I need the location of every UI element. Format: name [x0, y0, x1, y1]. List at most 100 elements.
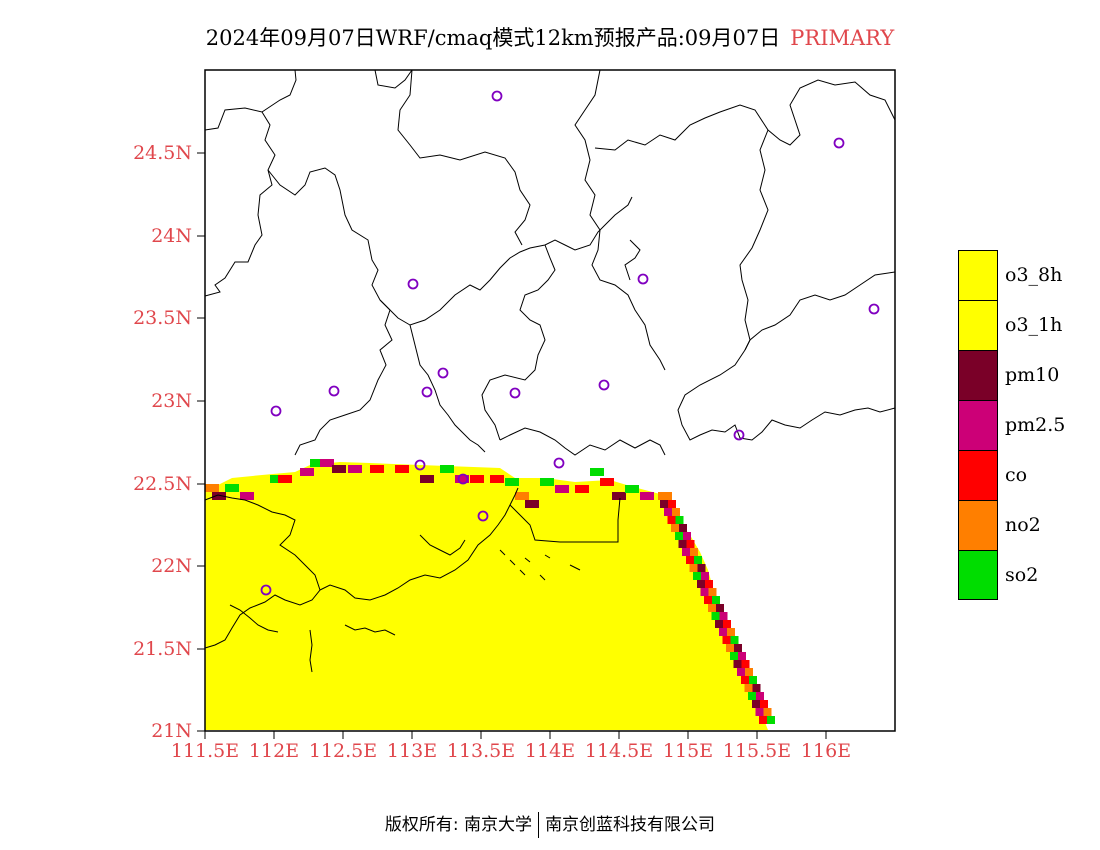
- pollutant-cell: [759, 716, 767, 724]
- pollutant-cell: [675, 516, 684, 524]
- pollutant-cell: [752, 700, 760, 708]
- pollutant-cell: [712, 596, 720, 604]
- lat-label: 23N: [151, 390, 192, 412]
- footer-divider: [538, 812, 540, 838]
- pollutant-cell: [205, 484, 219, 492]
- station-marker: [421, 386, 433, 398]
- legend-swatch-no2: no2: [958, 500, 1041, 550]
- pollutant-cell: [730, 636, 739, 644]
- pollutant-cell: [763, 708, 772, 716]
- pollutant-cell: [755, 708, 764, 716]
- legend-label: pm10: [1005, 364, 1060, 386]
- pollutant-cell: [600, 478, 614, 486]
- pollutant-cell: [660, 500, 668, 508]
- station-marker: [833, 137, 845, 149]
- lon-label: 115E: [662, 740, 714, 762]
- lat-label: 24N: [151, 225, 192, 247]
- pollutant-cell: [730, 652, 738, 660]
- pollutant-cell: [737, 668, 745, 676]
- legend-swatch-pm2-5: pm2.5: [958, 400, 1065, 450]
- pollutant-cell: [668, 500, 676, 508]
- pollutant-cell: [525, 500, 539, 508]
- legend-label: o3_1h: [1005, 314, 1063, 336]
- o3-region: [205, 462, 768, 730]
- copyright-right: 南京创蓝科技有限公司: [545, 815, 716, 835]
- legend-swatch-o3-1h: o3_1h: [958, 300, 1062, 350]
- lon-label: 116E: [800, 740, 852, 762]
- pollutant-cell: [741, 660, 750, 668]
- pollutant-cell: [348, 465, 362, 473]
- pollutant-cell: [240, 492, 254, 500]
- pollutant-cell: [590, 468, 604, 476]
- pollutant-cell: [748, 692, 756, 700]
- pollutant-cell: [686, 556, 694, 564]
- legend-swatch-co: co: [958, 450, 1027, 500]
- pollutant-cell: [694, 556, 702, 564]
- station-marker: [637, 273, 649, 285]
- pollutant-cell: [723, 620, 731, 628]
- pollutant-cell: [733, 660, 742, 668]
- legend-swatch-o3-8h: o3_8h: [958, 250, 1062, 300]
- lon-label: 115.5E: [722, 740, 792, 762]
- station-marker: [270, 405, 282, 417]
- boundaries: [204, 69, 896, 673]
- lat-label: 21.5N: [133, 638, 192, 660]
- legend-swatch-so2: so2: [958, 550, 1038, 600]
- lon-label: 112E: [248, 740, 300, 762]
- pollutant-cell: [711, 612, 720, 620]
- pollutant-cell: [727, 628, 735, 636]
- title-tag: PRIMARY: [790, 26, 895, 50]
- pollutant-cell: [225, 484, 239, 492]
- pollutant-cell: [705, 580, 713, 588]
- axis-ticks: [197, 152, 827, 739]
- copyright-left: 版权所有: 南京大学: [384, 815, 533, 835]
- lat-label: 22.5N: [133, 473, 192, 495]
- pollutant-cell: [420, 475, 434, 483]
- pollutant-cell: [689, 564, 698, 572]
- title-text: 2024年09月07日WRF/cmaq模式12km预报产品:09月07日: [205, 26, 781, 50]
- pollutant-cell: [708, 588, 717, 596]
- legend-label: o3_8h: [1005, 264, 1063, 286]
- pollutant-cell: [555, 485, 569, 493]
- station-marker: [553, 457, 565, 469]
- station-marker: [328, 385, 340, 397]
- pollutant-cell: [697, 564, 706, 572]
- station-marker: [260, 584, 272, 596]
- pollutant-cell: [683, 532, 691, 540]
- lon-label: 114.5E: [584, 740, 654, 762]
- station-marker: [491, 90, 503, 102]
- pollutant-cell: [679, 524, 687, 532]
- pollutant-cell: [320, 459, 334, 467]
- station-marker: [598, 379, 610, 391]
- pollutant-cell: [490, 475, 504, 483]
- pollutant-cell: [734, 644, 742, 652]
- legend: o3_8h o3_1h pm10 pm2.5 co no2 so2: [958, 250, 1065, 600]
- pollutant-cell: [701, 572, 709, 580]
- lon-label: 111.5E: [170, 740, 240, 762]
- lon-label: 112.5E: [308, 740, 378, 762]
- pollutant-cell: [664, 508, 672, 516]
- pollutant-cell: [505, 478, 519, 486]
- lat-label: 23.5N: [133, 307, 192, 329]
- station-marker: [733, 429, 745, 441]
- pollutant-cell: [704, 596, 712, 604]
- pollutant-cell: [300, 468, 314, 476]
- legend-label: no2: [1005, 514, 1041, 536]
- pollutant-cell: [612, 492, 626, 500]
- legend-label: so2: [1005, 564, 1039, 586]
- station-marker: [407, 278, 419, 290]
- map-title: 2024年09月07日WRF/cmaq模式12km预报产品:09月07日 PRIM…: [0, 22, 1100, 52]
- pollutant-cell: [716, 604, 724, 612]
- pollutant-cell: [741, 676, 749, 684]
- pollutant-cell: [395, 465, 409, 473]
- legend-label: co: [1005, 464, 1028, 486]
- pollutant-cell: [715, 620, 723, 628]
- pollutant-cell: [738, 652, 746, 660]
- lat-label: 22N: [151, 555, 192, 577]
- pollutant-cell: [658, 492, 672, 500]
- lat-label: 24.5N: [133, 142, 192, 164]
- lon-label: 113E: [386, 740, 438, 762]
- pollutant-cell: [370, 465, 384, 473]
- pollutant-cell: [693, 572, 701, 580]
- legend-swatch-pm10: pm10: [958, 350, 1059, 400]
